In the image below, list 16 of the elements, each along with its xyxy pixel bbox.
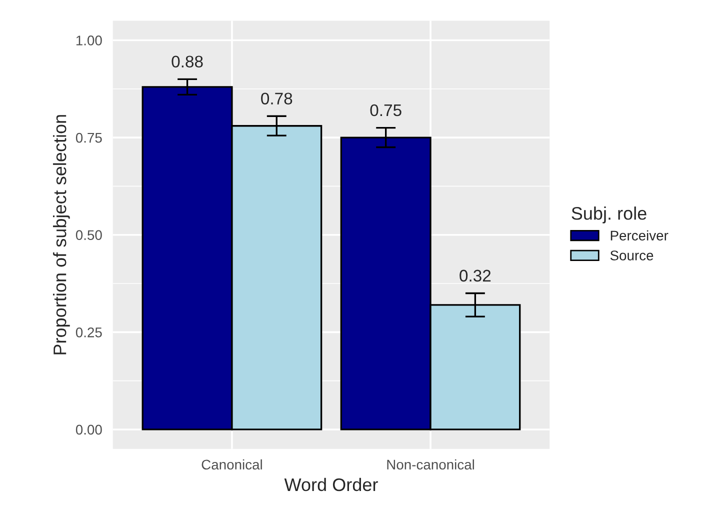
y-tick-label: 0.50	[76, 230, 102, 240]
y-tick-label: 0.25	[76, 327, 102, 338]
x-tick-label: Non-canonical	[387, 459, 474, 470]
data-label: 0.78	[261, 92, 292, 104]
legend-label: Source	[610, 250, 654, 260]
legend-title: Subj. role	[572, 206, 646, 224]
x-axis-title: Word Order	[284, 478, 378, 492]
data-label: 0.32	[460, 270, 491, 282]
data-label: 0.88	[172, 56, 203, 68]
x-tick-label: Canonical	[202, 459, 262, 470]
y-axis-title: Proportion of subject selection	[53, 115, 70, 354]
legend-label: Perceiver	[610, 230, 668, 241]
data-label: 0.75	[370, 104, 402, 116]
y-tick-label: 0.00	[76, 424, 102, 435]
y-tick-label: 0.75	[76, 132, 102, 143]
y-tick-label: 1.00	[76, 36, 102, 46]
